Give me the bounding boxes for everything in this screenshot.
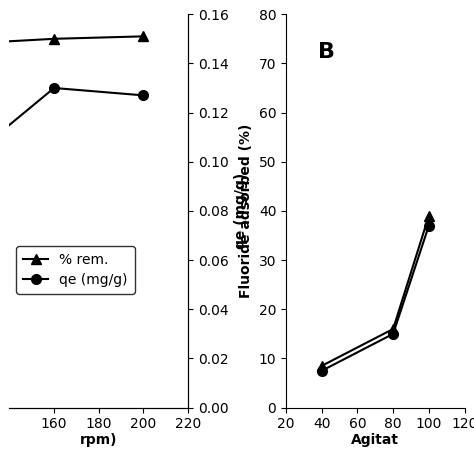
% rem. — [140, 34, 146, 39]
X-axis label: Agitat: Agitat — [351, 433, 399, 447]
Line: % rem.: % rem. — [0, 31, 148, 68]
Legend: % rem., qe (mg/g): % rem., qe (mg/g) — [17, 246, 135, 294]
Y-axis label: qe (mg/g): qe (mg/g) — [234, 173, 248, 249]
X-axis label: rpm): rpm) — [80, 433, 118, 447]
qe (mg/g) — [51, 85, 57, 91]
% rem. — [51, 36, 57, 42]
Y-axis label: Fluoride adsorbed (%): Fluoride adsorbed (%) — [239, 124, 253, 298]
Line: qe (mg/g): qe (mg/g) — [0, 83, 148, 240]
Text: B: B — [318, 42, 335, 62]
qe (mg/g) — [140, 92, 146, 98]
